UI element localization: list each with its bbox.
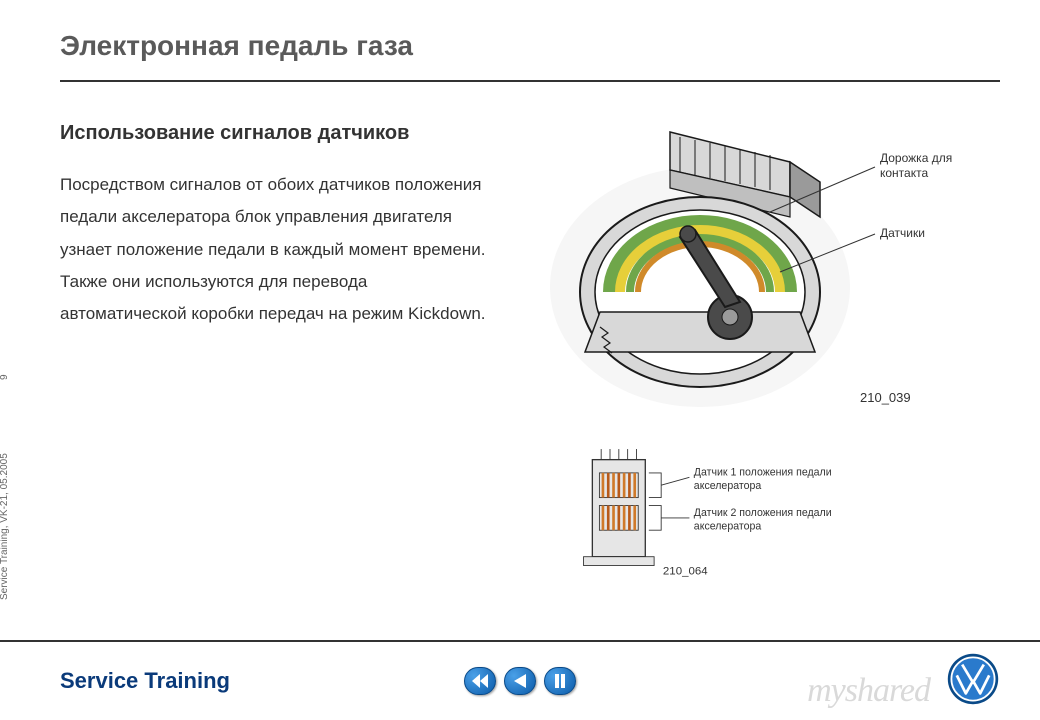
figure-id-1: 210_039 — [860, 390, 911, 405]
diagram-sensor-schematic: Датчик 1 положения педали акселератора Д… — [520, 442, 1000, 592]
page-number: 9 — [0, 374, 10, 380]
vw-logo — [946, 652, 1000, 706]
section-subtitle: Использование сигналов датчиков — [60, 122, 490, 145]
sensor-body — [580, 197, 820, 387]
sensor2-label-l1: Датчик 2 положения педали — [694, 507, 832, 519]
sensor1-label-l2: акселератора — [694, 480, 762, 492]
figure-id-2: 210_064 — [663, 565, 708, 577]
callout-track-label-2: контакта — [880, 166, 928, 180]
prev-icon — [514, 674, 526, 688]
pause-icon — [554, 674, 566, 688]
footer: Service Training myshared — [0, 640, 1040, 720]
title-divider — [60, 80, 1000, 82]
sensor2-label-l2: акселератора — [694, 520, 762, 532]
diagram-column: Дорожка для контакта Датчики 210_039 — [520, 122, 1000, 592]
nav-pause-button[interactable] — [544, 667, 576, 695]
rewind-icon — [472, 674, 488, 688]
watermark-text: myshared — [807, 672, 930, 710]
callout-sensors-label: Датчики — [880, 226, 925, 240]
sidebar-meta: Service Training, VK-21, 05.2005 — [0, 453, 10, 600]
content-row: Использование сигналов датчиков Посредст… — [60, 122, 1000, 592]
nav-prev-button[interactable] — [504, 667, 536, 695]
sensor1-label-l1: Датчик 1 положения педали — [694, 467, 832, 479]
text-column: Использование сигналов датчиков Посредст… — [60, 122, 490, 592]
diagram-sensor-cutaway: Дорожка для контакта Датчики 210_039 — [520, 122, 1000, 422]
callout-track-label-1: Дорожка для — [880, 151, 952, 165]
nav-buttons — [464, 667, 576, 695]
footer-brand: Service Training — [60, 668, 230, 694]
body-text: Посредством сигналов от обоих датчиков п… — [60, 169, 490, 330]
nav-first-button[interactable] — [464, 667, 496, 695]
page-title: Электронная педаль газа — [60, 30, 1000, 62]
